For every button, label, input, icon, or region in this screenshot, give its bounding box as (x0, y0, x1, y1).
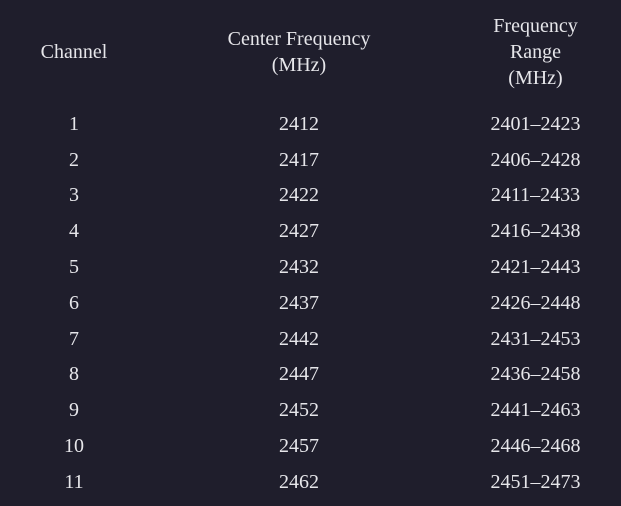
table-header: Channel Center Frequency (MHz) Frequency… (0, 0, 621, 106)
cell-center-frequency: 2412 (279, 112, 319, 135)
cell-center-frequency: 2432 (279, 256, 319, 279)
cell-channel: 11 (64, 470, 84, 493)
header-row: Channel Center Frequency (MHz) Frequency… (0, 0, 621, 106)
cell-center-frequency: 2427 (279, 220, 319, 243)
cell-channel: 8 (69, 363, 79, 386)
header-range-line1: Frequency (493, 15, 578, 37)
table-row: 6 2437 2426–2448 (0, 285, 621, 321)
cell-channel: 1 (69, 112, 79, 135)
cell-channel: 7 (69, 327, 79, 350)
cell-channel: 6 (69, 291, 79, 314)
cell-center-frequency: 2462 (279, 470, 319, 493)
cell-center-frequency: 2422 (279, 184, 319, 207)
table-row: 10 2457 2446–2468 (0, 428, 621, 464)
table-row: 1 2412 2401–2423 (0, 106, 621, 142)
cell-frequency-range: 2411–2433 (490, 184, 581, 207)
cell-frequency-range: 2416–2438 (490, 220, 581, 243)
cell-center-frequency: 2442 (279, 327, 319, 350)
cell-center-frequency: 2447 (279, 363, 319, 386)
header-range-line2: Range (509, 41, 562, 63)
cell-channel: 3 (69, 184, 79, 207)
cell-frequency-range: 2441–2463 (490, 399, 581, 422)
cell-center-frequency: 2437 (279, 291, 319, 314)
table-row: 7 2442 2431–2453 (0, 321, 621, 357)
cell-frequency-range: 2406–2428 (490, 148, 581, 171)
table-body: 1 2412 2401–2423 2 2417 2406–2428 3 2422… (0, 106, 621, 500)
header-center-line2: (MHz) (271, 54, 327, 76)
header-frequency-range: Frequency Range (MHz) (450, 0, 621, 106)
header-channel: Channel (0, 0, 148, 106)
header-range-line3: (MHz) (508, 67, 563, 89)
cell-center-frequency: 2457 (279, 435, 319, 458)
cell-frequency-range: 2401–2423 (490, 112, 581, 135)
cell-channel: 9 (69, 399, 79, 422)
cell-channel: 4 (69, 220, 79, 243)
table-row: 8 2447 2436–2458 (0, 357, 621, 393)
table-row: 5 2432 2421–2443 (0, 249, 621, 285)
cell-channel: 2 (69, 148, 79, 171)
table-row: 9 2452 2441–2463 (0, 392, 621, 428)
header-center-line1: Center Frequency (227, 28, 371, 50)
cell-channel: 5 (69, 256, 79, 279)
cell-center-frequency: 2417 (279, 148, 319, 171)
header-center-frequency: Center Frequency (MHz) (148, 0, 450, 106)
cell-frequency-range: 2446–2468 (490, 435, 581, 458)
table-row: 4 2427 2416–2438 (0, 213, 621, 249)
cell-frequency-range: 2426–2448 (490, 291, 581, 314)
cell-channel: 10 (64, 435, 84, 458)
cell-frequency-range: 2431–2453 (490, 327, 581, 350)
cell-frequency-range: 2421–2443 (490, 256, 581, 279)
cell-frequency-range: 2451–2473 (490, 470, 581, 493)
cell-frequency-range: 2436–2458 (490, 363, 581, 386)
header-channel-label: Channel (40, 41, 108, 63)
table-row: 11 2462 2451–2473 (0, 464, 621, 500)
table-row: 3 2422 2411–2433 (0, 178, 621, 214)
table-row: 2 2417 2406–2428 (0, 142, 621, 178)
cell-center-frequency: 2452 (279, 399, 319, 422)
